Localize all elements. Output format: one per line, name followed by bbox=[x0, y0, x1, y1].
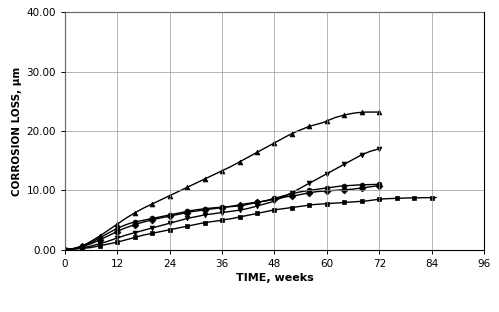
ECR(RH)-10h-45 bbox=[332, 115, 338, 119]
ECR(primer/Ca(NO2)2)-10h-45 bbox=[376, 147, 382, 151]
ECR(primer/Ca(NO2)2)-10h-45 bbox=[167, 221, 173, 225]
ECR(primer/Ca(NO2)2)-10h-45 bbox=[332, 167, 338, 171]
ECR(DCI)-10h-45 bbox=[376, 184, 382, 188]
ECR(RH)-10h-45 bbox=[219, 169, 225, 173]
Line: ECR(RH)-10h-45: ECR(RH)-10h-45 bbox=[62, 110, 382, 252]
ECR-10h-45 bbox=[101, 243, 107, 247]
ECR(primer/Ca(NO2)2)-10h-45 bbox=[346, 160, 352, 164]
ECR-10h-45 bbox=[79, 246, 85, 250]
ECR(RH)-10h-45 bbox=[62, 248, 68, 251]
ECR(HY)-10h-45 bbox=[376, 183, 382, 186]
ECR-10h-45 bbox=[346, 200, 352, 204]
ECR(DCI)-10h-45 bbox=[132, 223, 138, 227]
ECR-10h-45 bbox=[376, 197, 382, 201]
ECR(RH)-10h-45 bbox=[324, 119, 330, 123]
ECR(HY)-10h-45 bbox=[332, 185, 338, 189]
ECR(primer/Ca(NO2)2)-10h-45 bbox=[62, 248, 68, 251]
X-axis label: TIME, weeks: TIME, weeks bbox=[236, 273, 313, 283]
ECR(DCI)-10h-45 bbox=[324, 189, 330, 193]
ECR-10h-45 bbox=[241, 214, 247, 218]
ECR(RH)-10h-45 bbox=[346, 112, 352, 116]
ECR(primer/Ca(NO2)2)-10h-45 bbox=[324, 172, 330, 176]
ECR(HY)-10h-45 bbox=[219, 205, 225, 209]
Y-axis label: CORROSION LOSS, μm: CORROSION LOSS, μm bbox=[12, 66, 22, 196]
ECR-10h-45 bbox=[71, 247, 77, 251]
ECR(RH)-10h-45 bbox=[363, 110, 369, 114]
Line: ECR(HY)-10h-45: ECR(HY)-10h-45 bbox=[62, 182, 382, 252]
ECR-10h-45 bbox=[433, 196, 439, 199]
ECR(RH)-10h-45 bbox=[132, 211, 138, 215]
ECR(RH)-10h-45 bbox=[376, 110, 382, 114]
ECR(DCI)-10h-45 bbox=[219, 206, 225, 209]
ECR(HY)-10h-45 bbox=[167, 213, 173, 217]
Line: ECR(DCI)-10h-45: ECR(DCI)-10h-45 bbox=[62, 183, 382, 252]
Line: ECR(primer/Ca(NO2)2)-10h-45: ECR(primer/Ca(NO2)2)-10h-45 bbox=[62, 146, 382, 252]
ECR(HY)-10h-45 bbox=[324, 186, 330, 190]
ECR(HY)-10h-45 bbox=[132, 220, 138, 224]
ECR(RH)-10h-45 bbox=[167, 194, 173, 197]
ECR-10h-45 bbox=[62, 248, 68, 251]
ECR(DCI)-10h-45 bbox=[62, 248, 68, 251]
ECR(primer/Ca(NO2)2)-10h-45 bbox=[219, 211, 225, 214]
ECR(HY)-10h-45 bbox=[346, 184, 352, 188]
ECR(DCI)-10h-45 bbox=[346, 188, 352, 191]
ECR(DCI)-10h-45 bbox=[332, 188, 338, 192]
ECR(DCI)-10h-45 bbox=[167, 214, 173, 218]
ECR(HY)-10h-45 bbox=[62, 248, 68, 251]
Line: ECR-10h-45: ECR-10h-45 bbox=[62, 195, 439, 252]
ECR(primer/Ca(NO2)2)-10h-45 bbox=[132, 231, 138, 235]
